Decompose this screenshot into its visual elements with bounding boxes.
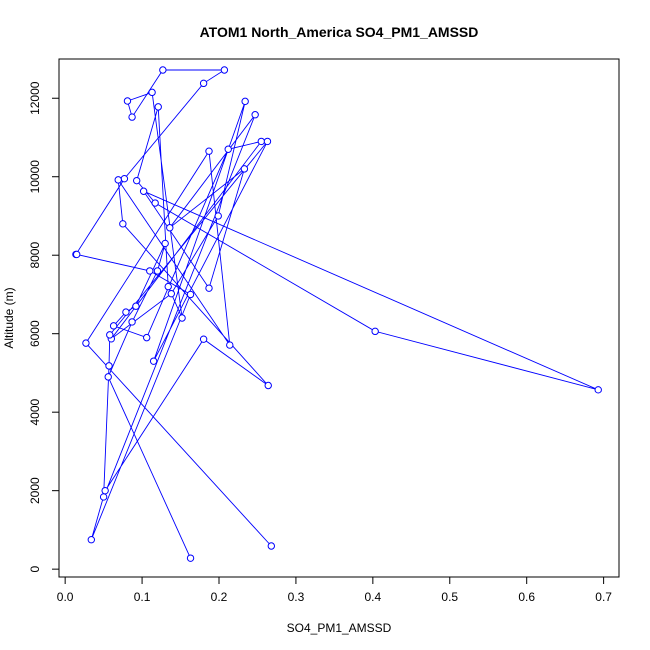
- data-point: [161, 239, 169, 248]
- data-point: [159, 66, 167, 74]
- data-point: [594, 386, 602, 394]
- data-point: [149, 357, 158, 365]
- data-point: [224, 145, 232, 153]
- data-point: [214, 212, 222, 220]
- data-point: [263, 137, 272, 146]
- data-point: [164, 282, 172, 291]
- data-point: [101, 486, 109, 495]
- plot-frame: [58, 58, 620, 578]
- data-point: [251, 111, 259, 119]
- data-point: [220, 66, 229, 74]
- data-point: [151, 199, 159, 207]
- data-point: [82, 339, 90, 347]
- data-point: [167, 289, 176, 298]
- data-point: [148, 88, 156, 97]
- data-point: [106, 331, 114, 339]
- x-tick-label: 0.3: [288, 590, 305, 604]
- data-point: [240, 165, 249, 173]
- data-point: [146, 267, 154, 275]
- data-point: [99, 493, 108, 501]
- data-point: [87, 536, 96, 544]
- data-point: [226, 341, 234, 349]
- y-tick-label: 2000: [28, 477, 42, 504]
- y-axis: 0 2000 4000 6000 8000 10000 12000: [28, 81, 60, 572]
- data-point: [123, 97, 132, 105]
- data-point: [153, 267, 162, 275]
- data-point: [128, 113, 136, 121]
- data-point: [109, 322, 118, 330]
- data-point: [241, 97, 249, 106]
- y-tick-label: 0: [28, 565, 42, 572]
- data-point: [120, 174, 129, 183]
- x-tick-label: 0.0: [57, 590, 74, 604]
- data-point: [199, 335, 208, 343]
- data-point: [122, 308, 130, 316]
- y-tick-label: 6000: [28, 320, 42, 347]
- data-point: [267, 542, 276, 550]
- series-group: [72, 66, 602, 562]
- data-point: [142, 333, 151, 342]
- data-point: [132, 176, 141, 185]
- data-point: [205, 147, 213, 155]
- data-point: [264, 381, 272, 390]
- data-point: [114, 176, 122, 184]
- series-line: [75, 69, 599, 559]
- data-point: [371, 327, 379, 336]
- x-tick-label: 0.7: [595, 590, 612, 604]
- x-tick-label: 0.1: [134, 590, 151, 604]
- x-axis-label: SO4_PM1_AMSSD: [287, 621, 392, 635]
- data-point: [178, 314, 186, 322]
- x-tick-label: 0.5: [441, 590, 458, 604]
- y-tick-label: 8000: [28, 242, 42, 269]
- y-tick-label: 10000: [28, 160, 42, 194]
- data-point: [205, 284, 213, 292]
- data-point: [105, 362, 113, 370]
- x-axis: 0.0 0.1 0.2 0.3 0.4 0.5 0.6 0.7: [57, 576, 612, 604]
- data-point: [128, 318, 136, 326]
- y-tick-label: 12000: [28, 81, 42, 115]
- data-point: [199, 79, 208, 88]
- data-point: [154, 103, 162, 111]
- data-point: [132, 302, 140, 310]
- y-axis-label: Altitude (m): [2, 287, 16, 348]
- data-point: [139, 187, 148, 195]
- data-point: [72, 250, 81, 259]
- data-point: [104, 373, 112, 381]
- x-tick-label: 0.4: [365, 590, 382, 604]
- data-point: [186, 290, 195, 299]
- data-point: [186, 554, 195, 562]
- data-point: [166, 224, 174, 232]
- y-tick-label: 4000: [28, 399, 42, 426]
- data-point: [257, 137, 266, 146]
- chart-title: ATOM1 North_America SO4_PM1_AMSSD: [200, 24, 479, 40]
- x-tick-label: 0.6: [518, 590, 535, 604]
- data-point: [119, 220, 127, 228]
- x-tick-label: 0.2: [211, 590, 228, 604]
